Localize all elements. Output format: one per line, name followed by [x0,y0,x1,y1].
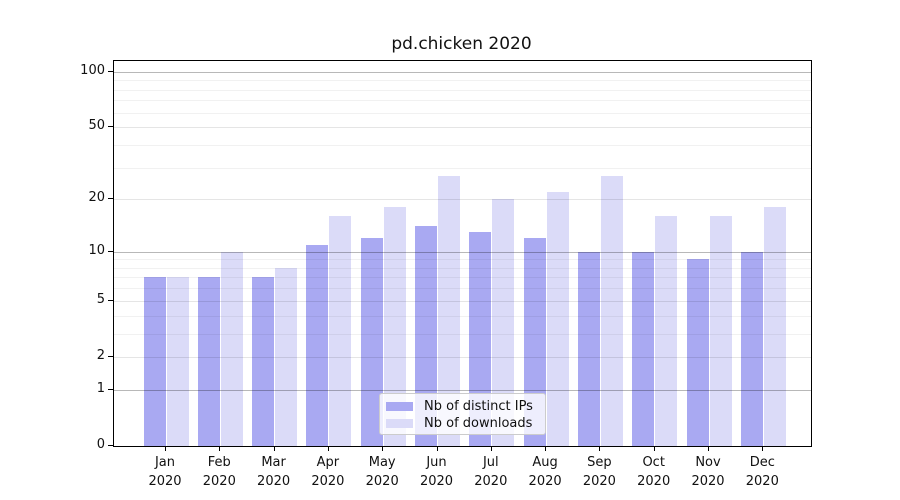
y-tick-label: 20 [88,190,105,206]
gridline-9 [114,259,811,260]
gridline-30 [114,168,811,169]
x-tick-mark [165,447,166,451]
x-tick-mark [273,447,275,451]
bar-downloads [492,199,515,446]
bar-distinct-ips [686,259,709,446]
bar-distinct-ips [306,244,329,446]
legend-item-downloads: Nb of downloads [386,415,545,431]
x-tick-label: May 2020 [365,455,399,489]
x-tick-label: Mar 2020 [257,455,291,489]
x-tick-label: Nov 2020 [691,455,725,489]
x-tick-label: Jan 2020 [148,455,182,489]
y-tick-label: 100 [80,62,105,78]
plot-area [113,60,812,447]
x-tick-mark [653,447,655,451]
y-tick-mark [108,250,113,252]
y-tick-mark [108,126,113,128]
x-tick-mark [436,447,438,451]
x-tick-mark [599,447,601,451]
gridline-8 [114,268,811,269]
gridline-40 [114,145,811,146]
x-tick-mark [490,447,492,451]
x-tick-label: Dec 2020 [745,455,779,489]
x-tick-mark [545,447,547,451]
x-tick-label: Sep 2020 [582,455,616,489]
bar-distinct-ips [143,277,166,446]
bar-downloads [275,267,298,446]
gridline-90 [114,80,811,81]
x-tick-label: Feb 2020 [202,455,236,489]
x-tick-label: Jul 2020 [474,455,508,489]
y-tick-mark [108,70,113,72]
y-tick-label: 10 [88,242,105,258]
y-tick-label: 1 [96,380,105,396]
bar-distinct-ips [252,277,275,446]
legend-label-distinct-ips: Nb of distinct IPs [424,398,533,414]
y-tick-mark [108,198,113,200]
bar-downloads [546,191,569,446]
y-tick-label: 0 [96,437,105,452]
gridline-4 [114,316,811,317]
gridline-10 [114,252,811,253]
y-tick-mark [108,388,113,390]
gridline-80 [114,90,811,91]
y-tick-mark [108,299,113,301]
bar-downloads [600,175,623,446]
gridline-20 [114,199,811,200]
bar-distinct-ips [415,226,437,446]
gridline-50 [114,127,811,128]
gridline-60 [114,113,811,114]
bar-distinct-ips [577,251,600,446]
x-tick-label: Jun 2020 [419,455,454,489]
bar-distinct-ips [740,251,763,446]
x-tick-label: Aug 2020 [528,455,562,489]
x-tick-mark [708,447,709,451]
bar-distinct-ips [197,277,220,446]
legend-swatch-downloads [386,418,413,428]
legend-item-distinct-ips: Nb of distinct IPs [386,398,545,414]
bar-distinct-ips [360,238,383,446]
x-tick-label: Apr 2020 [311,455,345,489]
bar-downloads [220,251,243,446]
bar-downloads [383,207,406,446]
bar-downloads [329,216,352,446]
y-tick-label: 50 [88,118,105,134]
x-tick-label: Oct 2020 [637,455,671,489]
gridline-70 [114,100,811,101]
gridline-1 [114,390,811,391]
gridline-7 [114,277,811,278]
gridline-5 [114,301,811,302]
bar-downloads [763,207,786,446]
legend-label-downloads: Nb of downloads [424,415,533,431]
x-tick-mark [762,447,764,451]
gridline-3 [114,334,811,335]
bar-downloads [709,216,732,446]
legend: Nb of distinct IPs Nb of downloads [379,393,546,435]
gridline-100 [114,72,811,73]
bar-distinct-ips [632,251,655,446]
bar-downloads [655,216,678,446]
legend-swatch-distinct-ips [386,401,413,411]
y-tick-label: 2 [96,347,105,363]
bar-downloads [166,277,189,446]
y-tick-mark [108,445,113,446]
chart-title: pd.chicken 2020 [391,34,532,54]
x-tick-mark [219,447,221,451]
x-tick-mark [382,447,384,451]
gridline-6 [114,288,811,289]
bar-distinct-ips [469,232,492,446]
y-tick-mark [108,355,113,357]
gridline-2 [114,357,811,358]
y-tick-label: 5 [96,291,105,307]
bar-downloads [438,175,460,446]
x-tick-mark [327,447,329,451]
